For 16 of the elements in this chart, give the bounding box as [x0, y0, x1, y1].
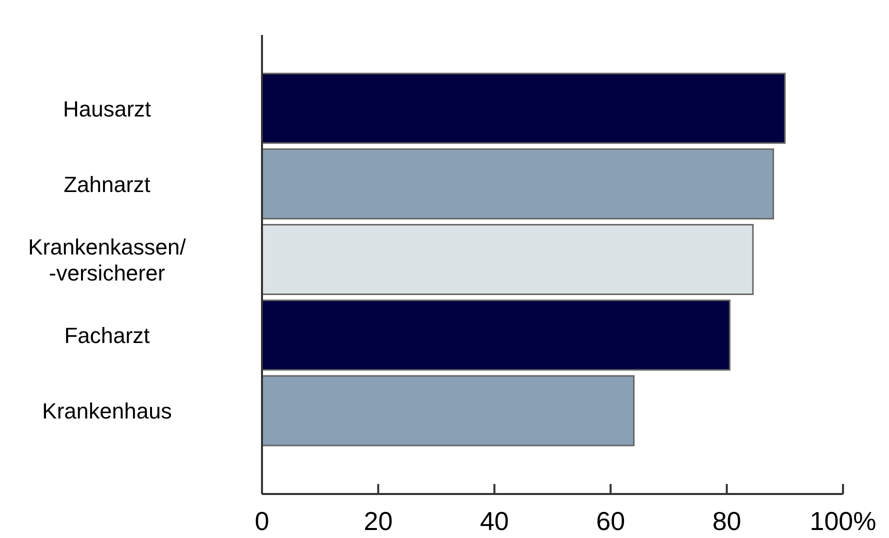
x-tick-label: 0: [254, 506, 270, 536]
y-tick-label: Krankenkassen/ -versicherer: [28, 234, 187, 286]
x-tick-label: 40: [480, 506, 509, 536]
bar: [261, 300, 730, 371]
bar: [261, 375, 635, 446]
y-tick-label: Zahnarzt: [64, 172, 150, 197]
x-tick-label: 60: [596, 506, 626, 536]
y-tick-label: Krankenhaus: [42, 398, 172, 424]
x-tick-label: 20: [364, 506, 393, 536]
x-tick-label: 100%: [810, 506, 876, 536]
bar: [261, 148, 774, 220]
bar: [261, 72, 786, 144]
x-tick-label: 80: [712, 506, 742, 536]
y-tick-label: Hausarzt: [62, 96, 152, 122]
y-tick-label: Facharzt: [64, 323, 150, 348]
bar: [261, 224, 754, 296]
